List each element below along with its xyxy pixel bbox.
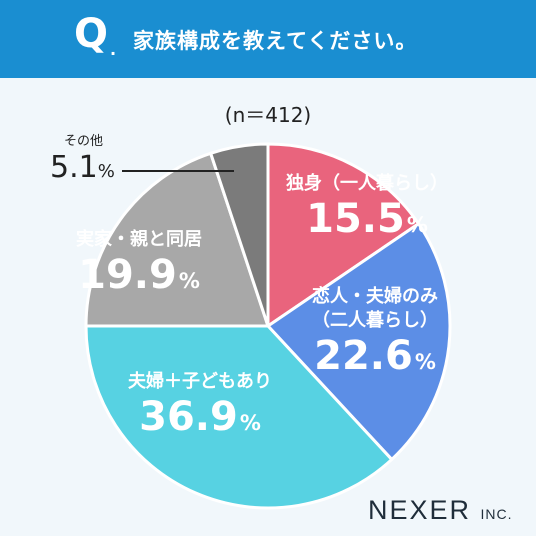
slice-parents [84,151,270,328]
slice-label-family: 夫婦＋子どもあり 36.9% [128,370,272,446]
question-header: Q . 家族構成を教えてください。 [0,0,536,78]
slice-unit-other: % [97,161,115,182]
logo-main-text: NEXER [368,495,472,525]
nexer-logo: NEXER INC. [368,495,513,526]
slice-single [266,142,421,328]
slice-value-other: 5.1 [50,150,98,185]
sample-size-label: (n＝412) [224,103,312,127]
slice-name-couple-line1: 恋人・夫婦のみ [312,286,438,307]
question-q-mark: Q [74,11,109,57]
slice-value-couple: 22.6 [314,333,413,379]
question-text: 家族構成を教えてください。 [133,29,418,53]
slice-name-family: 夫婦＋子どもあり [128,371,272,392]
slice-unit-single: % [406,213,428,237]
slice-unit-parents: % [178,269,200,293]
question-q-dot: . [110,40,117,59]
leader-line-other [122,170,234,172]
slice-family [84,324,394,510]
slice-couple [266,222,452,461]
slice-value-single: 15.5 [306,196,405,242]
slice-unit-family: % [239,411,261,435]
slice-name-single: 独身（一人暮らし） [286,173,448,194]
logo-suffix-text: INC. [480,506,513,522]
slice-value-family: 36.9 [139,394,238,440]
slice-value-parents: 19.9 [78,252,177,298]
slice-label-parents: 実家・親と同居 19.9% [76,228,202,304]
slice-name-couple-line2: （二人暮らし） [312,310,438,331]
slice-name-parents: 実家・親と同居 [76,229,202,250]
slice-unit-couple: % [414,350,436,374]
slice-name-other: その他 [64,134,104,149]
slice-label-couple: 恋人・夫婦のみ （二人暮らし） 22.6% [312,285,438,385]
slice-other [209,142,270,328]
slice-value-other-wrap: 5.1% [50,150,115,185]
slice-label-single: 独身（一人暮らし） 15.5% [286,172,448,248]
